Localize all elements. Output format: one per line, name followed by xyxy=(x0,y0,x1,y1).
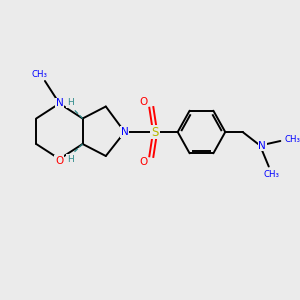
Text: H: H xyxy=(67,154,74,164)
Text: O: O xyxy=(139,157,147,167)
Text: O: O xyxy=(139,97,147,107)
Text: CH₃: CH₃ xyxy=(264,169,280,178)
Text: S: S xyxy=(152,125,159,139)
Text: N: N xyxy=(121,127,128,137)
Text: N: N xyxy=(259,140,266,151)
Text: N: N xyxy=(56,98,63,109)
Text: CH₃: CH₃ xyxy=(284,135,300,144)
Text: CH₃: CH₃ xyxy=(32,70,48,79)
Text: O: O xyxy=(55,155,64,166)
Text: H: H xyxy=(67,98,74,107)
